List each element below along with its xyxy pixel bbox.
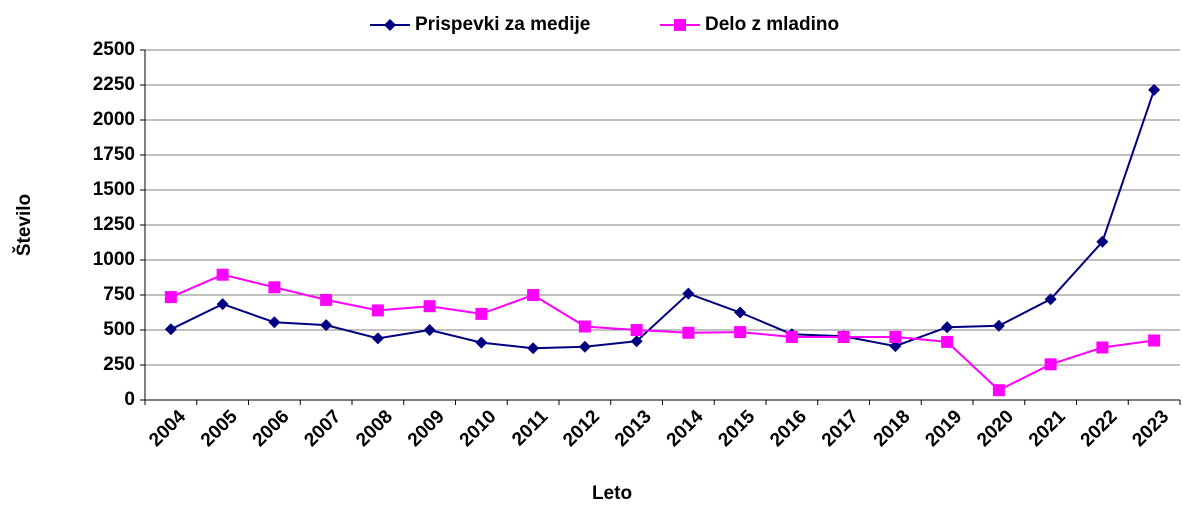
x-tick-label: 2016 (766, 406, 811, 451)
point (320, 319, 333, 332)
legend-marker (674, 19, 686, 31)
point (837, 331, 850, 343)
point (889, 331, 902, 343)
y-tick-label: 2500 (93, 39, 135, 60)
point (1148, 334, 1161, 347)
x-tick-label: 2007 (300, 406, 345, 451)
y-tick-label: 2000 (93, 109, 135, 130)
y-axis-label: Število (13, 194, 35, 256)
point (992, 384, 1005, 397)
x-tick-label: 2019 (921, 406, 966, 451)
x-tick-label: 2011 (508, 406, 552, 450)
x-tick-label: 2010 (456, 406, 501, 451)
y-tick-label: 1250 (93, 214, 135, 235)
point (475, 336, 488, 349)
point (268, 281, 281, 294)
point (682, 326, 695, 339)
point (992, 319, 1005, 332)
point (682, 287, 695, 300)
x-tick-label: 2020 (973, 406, 1018, 451)
x-tick-label: 2022 (1077, 406, 1122, 451)
point (475, 307, 488, 320)
point (423, 324, 436, 336)
x-tick-label: 2013 (611, 406, 656, 451)
point (1044, 293, 1057, 306)
point (216, 268, 229, 281)
y-tick-label: 750 (103, 284, 135, 305)
x-tick-label: 2006 (249, 406, 294, 451)
y-tick-label: 250 (103, 354, 135, 375)
x-tick-label: 2012 (559, 406, 604, 451)
point (630, 324, 643, 336)
point (1044, 358, 1057, 371)
x-tick-label: 2004 (145, 406, 190, 451)
legend-marker (384, 19, 396, 31)
y-tick-label: 500 (103, 319, 135, 340)
point (1096, 341, 1109, 354)
point (320, 293, 333, 306)
point (578, 320, 591, 333)
point (1148, 83, 1161, 96)
x-tick-label: 2015 (714, 406, 759, 451)
point (268, 316, 281, 329)
point (785, 331, 798, 343)
point (941, 335, 954, 348)
point (527, 342, 540, 355)
point (889, 340, 902, 353)
legend-label: Prispevki za medije (415, 14, 590, 35)
point (164, 323, 177, 336)
x-tick-label: 2014 (663, 406, 708, 451)
x-tick-label: 2021 (1025, 406, 1070, 451)
point (423, 300, 436, 313)
x-tick-label: 2008 (352, 406, 397, 451)
point (734, 306, 747, 319)
point (578, 340, 591, 353)
y-tick-label: 0 (124, 389, 135, 410)
x-tick-label: 2009 (404, 406, 449, 451)
y-tick-label: 2250 (93, 74, 135, 95)
series-line (170, 273, 1155, 392)
point (164, 291, 177, 304)
point (371, 332, 384, 345)
x-tick-label: 2017 (818, 406, 863, 451)
x-tick-label: 2023 (1128, 406, 1173, 451)
x-axis-label: Leto (592, 483, 632, 504)
x-tick-label: 2005 (197, 406, 242, 451)
point (216, 298, 229, 311)
point (527, 289, 540, 301)
point (734, 326, 747, 339)
y-tick-label: 1750 (93, 144, 135, 165)
y-tick-label: 1000 (93, 249, 135, 270)
y-tick-label: 1500 (93, 179, 135, 200)
point (1096, 235, 1109, 248)
point (941, 321, 954, 334)
legend-label: Delo z mladino (705, 14, 839, 35)
series-line (170, 89, 1156, 350)
point (371, 304, 384, 317)
x-tick-label: 2018 (870, 406, 915, 451)
point (630, 335, 643, 348)
